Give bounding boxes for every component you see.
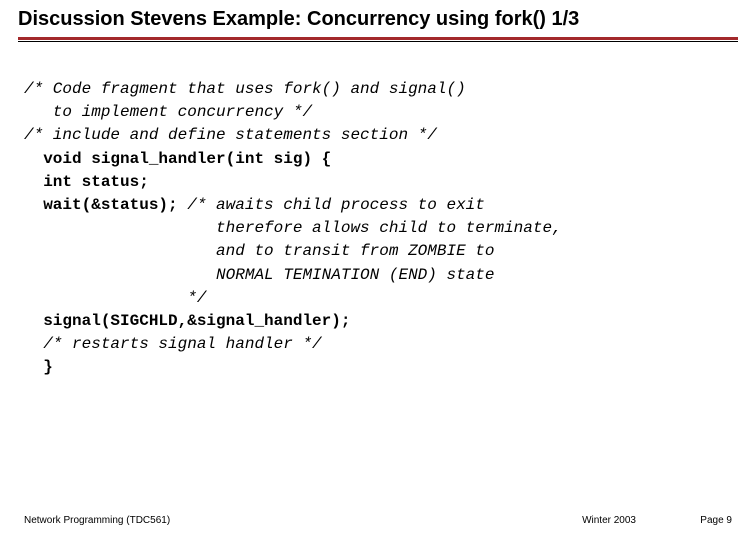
code-block: /* Code fragment that uses fork() and si… (0, 42, 756, 379)
code-line: and to transit from ZOMBIE to (24, 240, 732, 263)
code-line: */ (24, 287, 732, 310)
code-line: int status; (24, 171, 732, 194)
code-line: void signal_handler(int sig) { (24, 148, 732, 171)
code-line: } (24, 356, 732, 379)
code-line: NORMAL TEMINATION (END) state (24, 264, 732, 287)
slide-title: Discussion Stevens Example: Concurrency … (18, 8, 738, 31)
footer-mid: Winter 2003 (582, 515, 636, 526)
code-line: /* Code fragment that uses fork() and si… (24, 78, 732, 101)
accent-rule (18, 37, 738, 40)
code-span: /* awaits child process to exit (187, 196, 485, 214)
code-line: /* include and define statements section… (24, 124, 732, 147)
code-span: wait(&status); (24, 196, 187, 214)
code-line: therefore allows child to terminate, (24, 217, 732, 240)
footer-left: Network Programming (TDC561) (24, 515, 170, 526)
footer-right: Page 9 (700, 515, 732, 526)
code-line: /* restarts signal handler */ (24, 333, 732, 356)
title-bar: Discussion Stevens Example: Concurrency … (0, 0, 756, 42)
code-line: wait(&status); /* awaits child process t… (24, 194, 732, 217)
code-line: signal(SIGCHLD,&signal_handler); (24, 310, 732, 333)
code-line: to implement concurrency */ (24, 101, 732, 124)
